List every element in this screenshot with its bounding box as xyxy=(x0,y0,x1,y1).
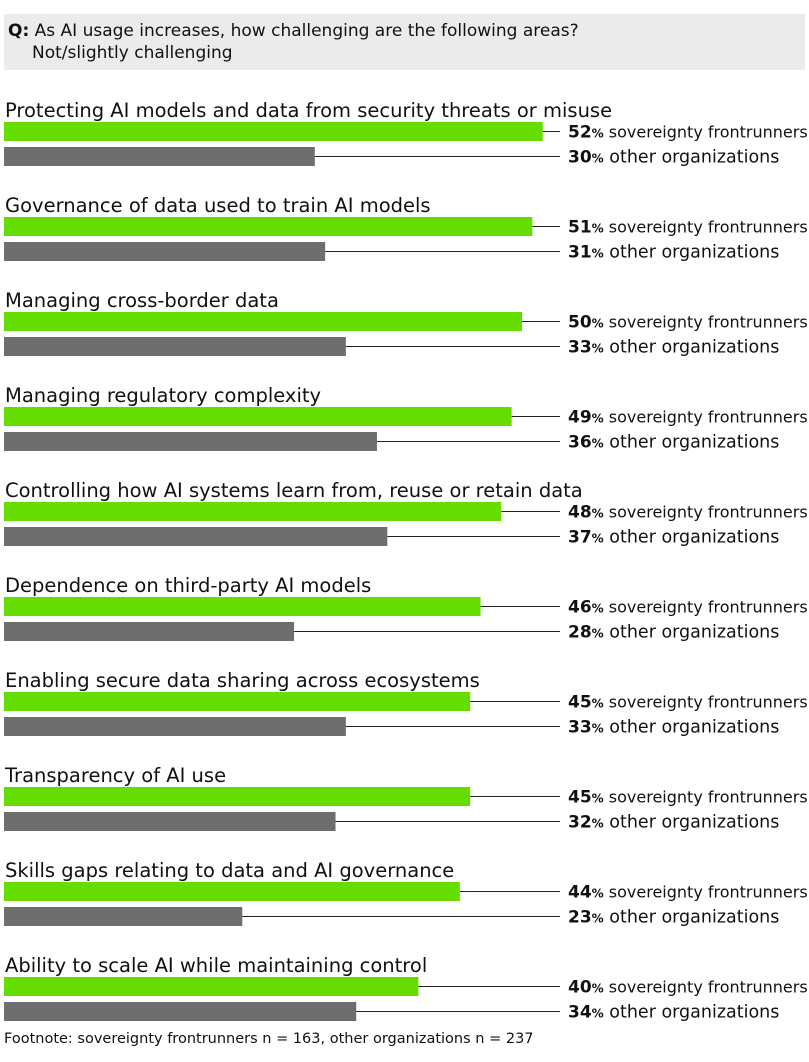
bar-sovereignty-frontrunners xyxy=(4,502,502,521)
value-label: 33% other organizations xyxy=(568,338,779,358)
category-group: Dependence on third-party AI models 46% s… xyxy=(4,574,808,643)
value-label: 51% sovereignty frontrunners xyxy=(568,218,808,238)
bar-sovereignty-frontrunners xyxy=(4,217,533,236)
bar-other-organizations xyxy=(4,337,346,356)
bar-sovereignty-frontrunners xyxy=(4,597,481,616)
bar-sovereignty-frontrunners xyxy=(4,692,471,711)
category-label: Enabling secure data sharing across ecos… xyxy=(5,669,480,692)
bar-other-organizations xyxy=(4,907,243,926)
category-label: Skills gaps relating to data and AI gove… xyxy=(5,859,454,882)
category-label: Managing cross-border data xyxy=(5,289,279,312)
category-label: Managing regulatory complexity xyxy=(5,384,321,407)
bar-sovereignty-frontrunners xyxy=(4,312,522,331)
bar-other-organizations xyxy=(4,622,295,641)
question-prefix: Q: xyxy=(8,21,30,41)
bar-sovereignty-frontrunners xyxy=(4,787,471,806)
category-group: Managing cross-border data 50% sovereignt… xyxy=(4,289,808,358)
category-group: Protecting AI models and data from secur… xyxy=(4,99,808,168)
bar-other-organizations xyxy=(4,812,336,831)
value-label: 37% other organizations xyxy=(568,528,779,548)
value-label: 34% other organizations xyxy=(568,1003,779,1023)
category-group: Governance of data used to train AI mode… xyxy=(4,194,808,263)
bar-sovereignty-frontrunners xyxy=(4,122,543,141)
value-label: 48% sovereignty frontrunners xyxy=(568,503,808,523)
category-group: Controlling how AI systems learn from, r… xyxy=(4,479,808,548)
value-label: 49% sovereignty frontrunners xyxy=(568,408,808,428)
value-label: 50% sovereignty frontrunners xyxy=(568,313,808,333)
value-label: 28% other organizations xyxy=(568,623,779,643)
category-group: Skills gaps relating to data and AI gove… xyxy=(4,859,808,928)
value-label: 44% sovereignty frontrunners xyxy=(568,883,808,903)
value-label: 46% sovereignty frontrunners xyxy=(568,598,808,618)
bar-other-organizations xyxy=(4,717,346,736)
value-label: 45% sovereignty frontrunners xyxy=(568,693,808,713)
category-label: Governance of data used to train AI mode… xyxy=(5,194,431,217)
value-label: 32% other organizations xyxy=(568,813,779,833)
bar-other-organizations xyxy=(4,1002,357,1021)
value-label: 45% sovereignty frontrunners xyxy=(568,788,808,808)
category-label: Transparency of AI use xyxy=(4,764,226,787)
category-group: Transparency of AI use 45% sovereignty fr… xyxy=(4,764,808,833)
question-box: Q: As AI usage increases, how challengin… xyxy=(4,14,805,70)
bar-other-organizations xyxy=(4,147,315,166)
question-subtext: Not/slightly challenging xyxy=(32,43,233,63)
question-text: As AI usage increases, how challenging a… xyxy=(34,21,579,41)
category-label: Ability to scale AI while maintaining co… xyxy=(5,954,427,977)
footnote: Footnote: sovereignty frontrunners n = 1… xyxy=(4,1031,534,1047)
category-group: Enabling secure data sharing across ecos… xyxy=(4,669,808,738)
bar-sovereignty-frontrunners xyxy=(4,882,460,901)
category-label: Dependence on third-party AI models xyxy=(5,574,371,597)
category-group: Ability to scale AI while maintaining co… xyxy=(4,954,808,1023)
bar-other-organizations xyxy=(4,242,326,261)
category-label: Controlling how AI systems learn from, r… xyxy=(5,479,583,502)
value-label: 23% other organizations xyxy=(568,908,779,928)
bar-other-organizations xyxy=(4,432,377,451)
bar-sovereignty-frontrunners xyxy=(4,407,512,426)
value-label: 36% other organizations xyxy=(568,433,779,453)
value-label: 30% other organizations xyxy=(568,148,779,168)
bar-other-organizations xyxy=(4,527,388,546)
category-group: Managing regulatory complexity 49% sovere… xyxy=(4,384,808,453)
category-label: Protecting AI models and data from secur… xyxy=(5,99,612,122)
value-label: 31% other organizations xyxy=(568,243,779,263)
value-label: 40% sovereignty frontrunners xyxy=(568,978,808,998)
value-label: 52% sovereignty frontrunners xyxy=(568,123,808,143)
value-label: 33% other organizations xyxy=(568,718,779,738)
bar-sovereignty-frontrunners xyxy=(4,977,419,996)
